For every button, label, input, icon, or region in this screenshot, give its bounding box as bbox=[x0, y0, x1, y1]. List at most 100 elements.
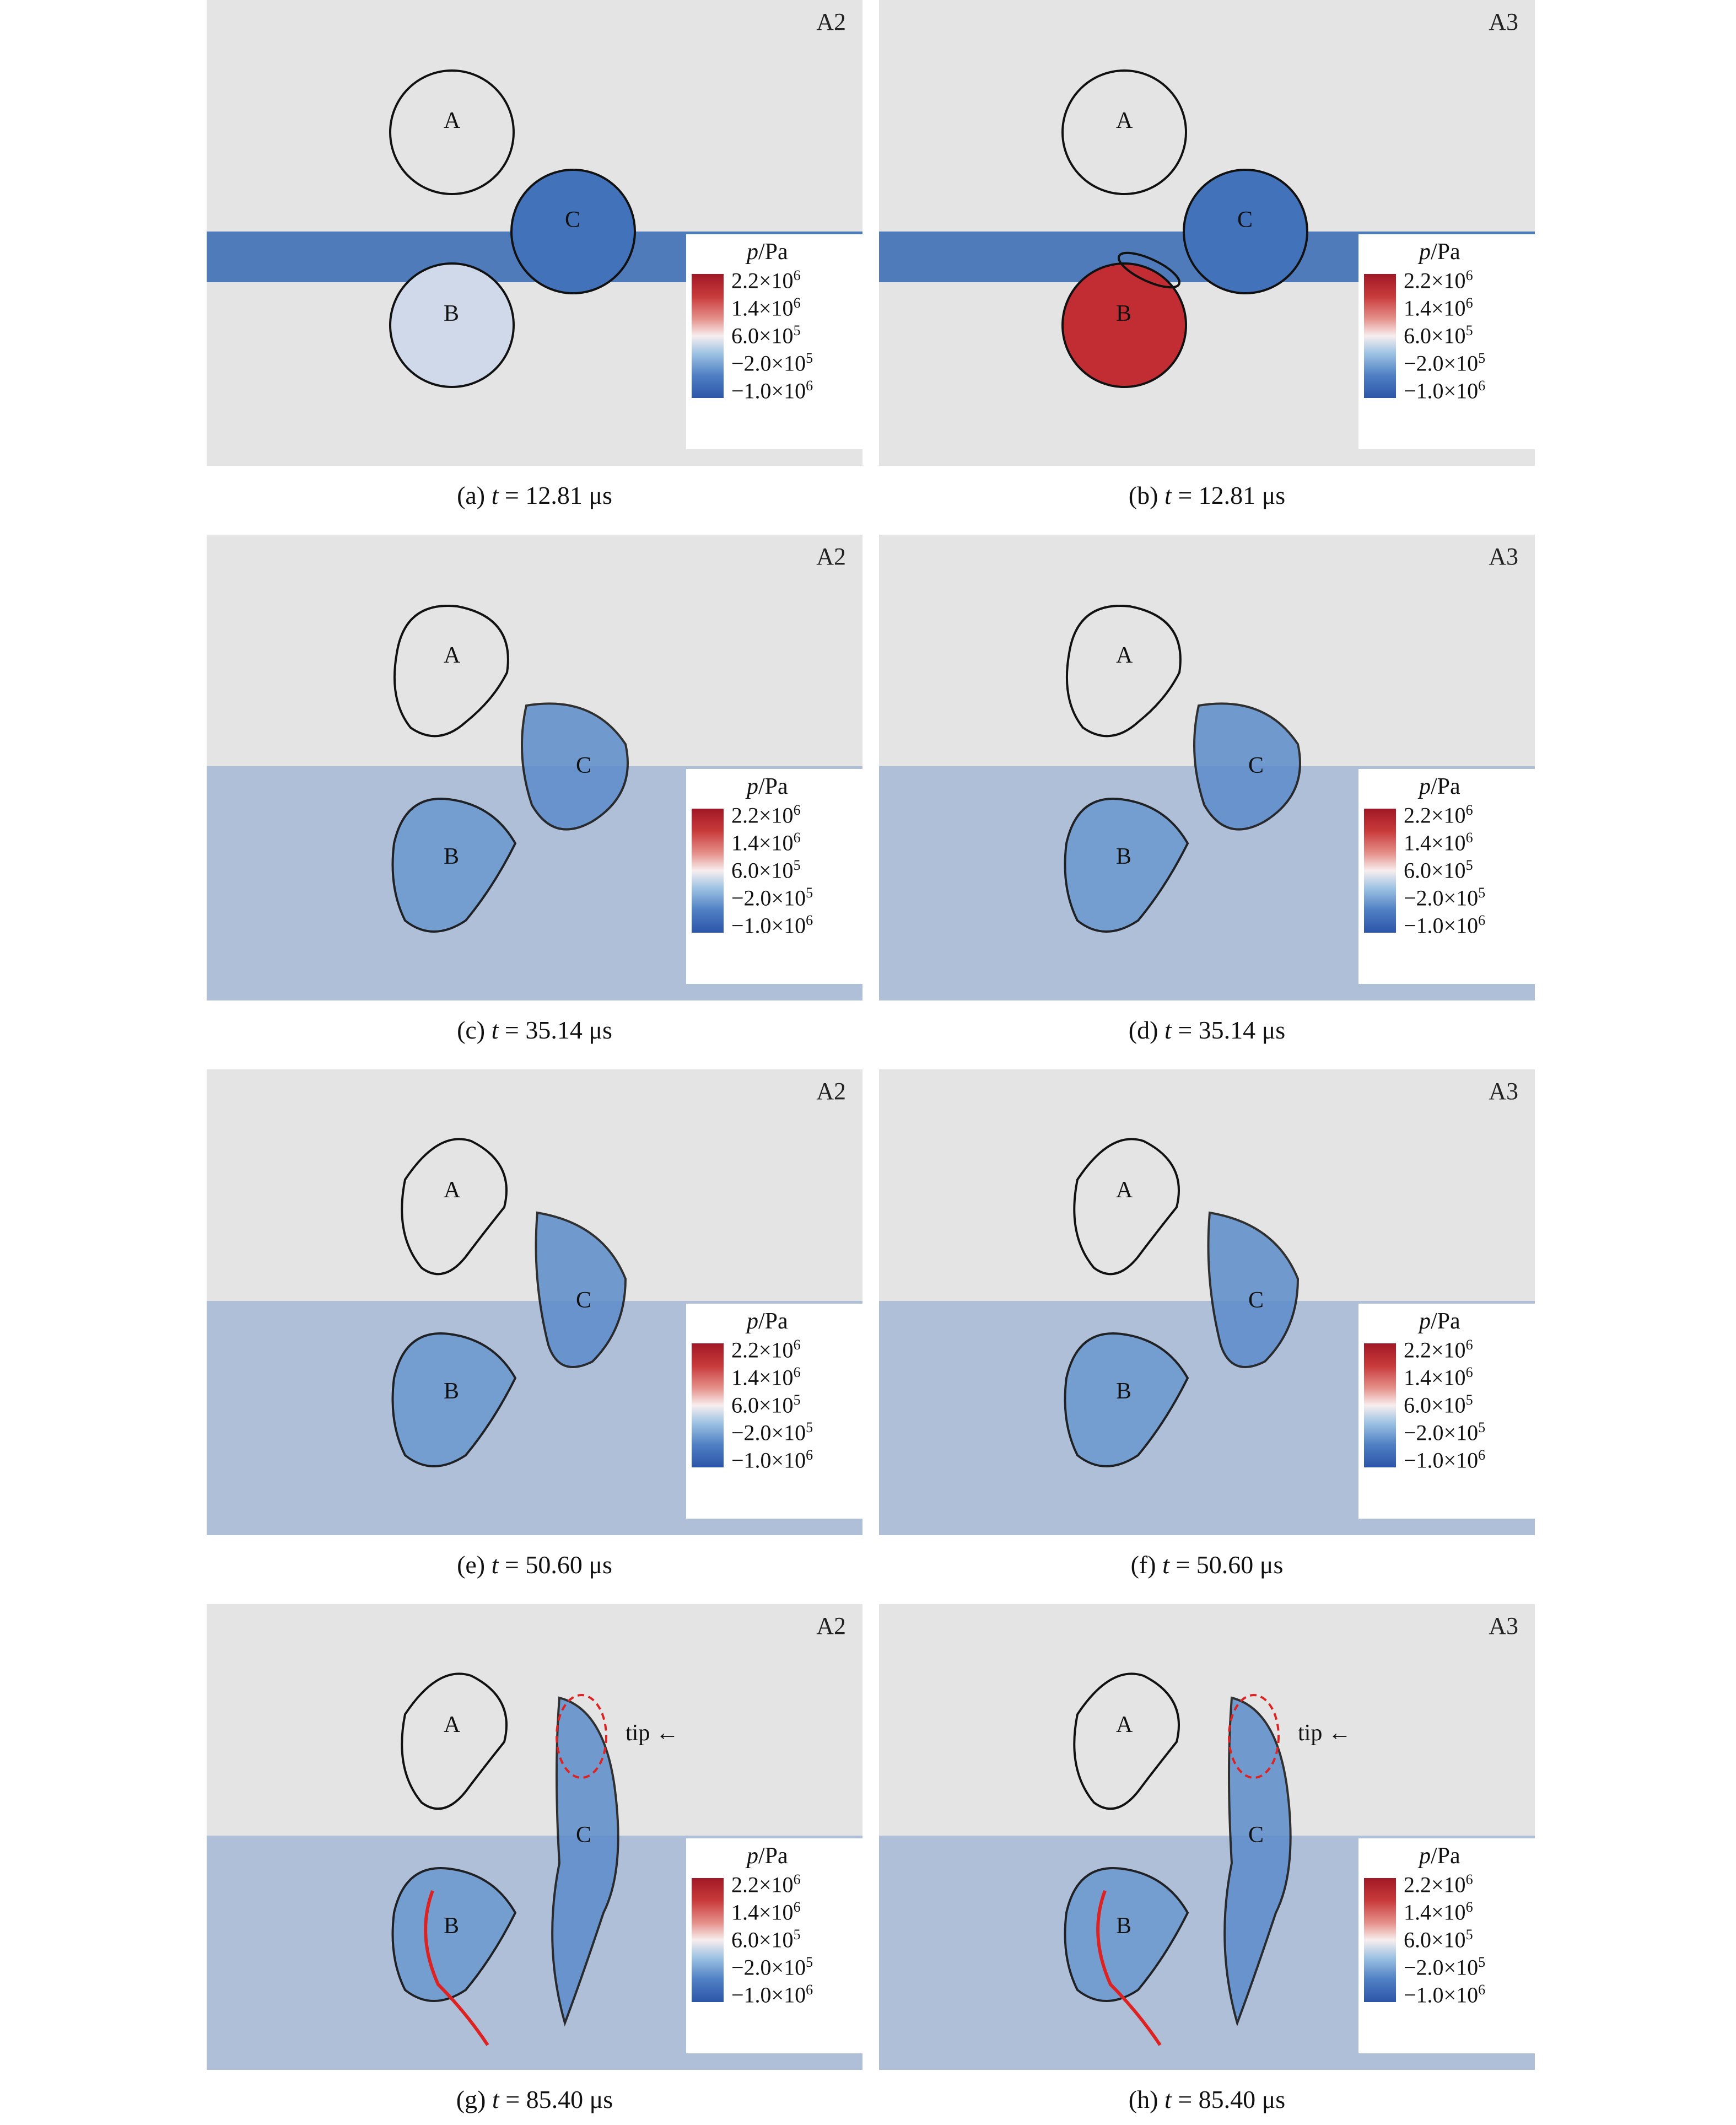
colorbar-tick: 2.2×106 bbox=[1404, 1337, 1473, 1363]
colorbar-gradient bbox=[1364, 1878, 1396, 2002]
colorbar-title: p/Pa bbox=[1419, 1308, 1460, 1335]
droplet-label-c: C bbox=[1237, 207, 1253, 233]
red-interface-line bbox=[424, 1890, 489, 2046]
droplet-label-b: B bbox=[1116, 844, 1132, 869]
colorbar-unit: /Pa bbox=[758, 774, 788, 799]
droplet-label-a: A bbox=[1116, 1712, 1133, 1737]
droplet-c bbox=[535, 1211, 627, 1368]
droplet-c bbox=[1207, 1211, 1300, 1368]
colorbar-var: p bbox=[747, 1843, 758, 1869]
droplet-label-b: B bbox=[1116, 301, 1132, 326]
colorbar-title: p/Pa bbox=[1419, 239, 1460, 265]
droplet-label-c: C bbox=[576, 1822, 592, 1848]
colorbar-title: p/Pa bbox=[1419, 773, 1460, 800]
droplet-label-a: A bbox=[1116, 643, 1133, 668]
tip-ellipse bbox=[1228, 1694, 1280, 1779]
colorbar-var: p bbox=[1419, 1309, 1431, 1334]
tip-ellipse bbox=[556, 1694, 607, 1779]
colorbar-unit: /Pa bbox=[758, 1309, 788, 1334]
droplet-c bbox=[551, 1696, 619, 2027]
colorbar-tick: 6.0×105 bbox=[1404, 1927, 1473, 1952]
droplet-label-b: B bbox=[444, 844, 460, 869]
droplet-label-c: C bbox=[576, 753, 592, 778]
panel-caption: (e) t = 50.60 μs bbox=[457, 1551, 612, 1579]
colorbar-var: p bbox=[747, 239, 758, 265]
droplet-c bbox=[1183, 169, 1308, 294]
colorbar-tick: 2.2×106 bbox=[731, 1871, 801, 1897]
droplet-label-b: B bbox=[444, 1913, 460, 1939]
colorbar-var: p bbox=[1419, 1843, 1431, 1869]
panel-caption: (d) t = 35.14 μs bbox=[1128, 1016, 1286, 1044]
case-label: A3 bbox=[1489, 8, 1518, 35]
droplet-label-b: B bbox=[1116, 1379, 1132, 1404]
colorbar-tick: −1.0×106 bbox=[1404, 912, 1486, 938]
colorbar-tick: −2.0×105 bbox=[731, 1954, 813, 1980]
colorbar-tick: 1.4×106 bbox=[1404, 1899, 1473, 1925]
case-label: A2 bbox=[816, 543, 846, 570]
colorbar-legend: p/Pa 2.2×106 1.4×106 6.0×105 −2.0×105 −1.0×10… bbox=[1358, 769, 1535, 984]
colorbar-tick: −1.0×106 bbox=[731, 912, 813, 938]
colorbar-tick: 1.4×106 bbox=[1404, 295, 1473, 321]
droplet-b bbox=[391, 798, 517, 933]
colorbar-tick: 2.2×106 bbox=[731, 1337, 801, 1363]
colorbar-tick: 1.4×106 bbox=[731, 295, 801, 321]
case-label: A3 bbox=[1489, 1078, 1518, 1105]
tip-annotation: tip ← bbox=[1298, 1720, 1351, 1746]
droplet-label-c: C bbox=[576, 1288, 592, 1313]
colorbar-tick: −1.0×106 bbox=[731, 378, 813, 404]
colorbar-unit: /Pa bbox=[1431, 774, 1460, 799]
colorbar-tick: −2.0×105 bbox=[731, 1419, 813, 1445]
colorbar-gradient bbox=[692, 1343, 724, 1467]
colorbar-tick: 1.4×106 bbox=[1404, 1364, 1473, 1390]
colorbar-tick: −1.0×106 bbox=[1404, 1982, 1486, 2008]
colorbar-tick: 2.2×106 bbox=[1404, 1871, 1473, 1897]
colorbar-tick: 6.0×105 bbox=[731, 1927, 801, 1952]
droplet-b bbox=[389, 262, 515, 388]
red-interface-line bbox=[1096, 1890, 1162, 2046]
colorbar-gradient bbox=[1364, 1343, 1396, 1467]
droplet-label-a: A bbox=[1116, 1177, 1133, 1203]
colorbar-legend: p/Pa 2.2×106 1.4×106 6.0×105 −2.0×105 −1.0×10… bbox=[686, 1304, 862, 1519]
colorbar-gradient bbox=[692, 809, 724, 933]
droplet-c bbox=[510, 169, 636, 294]
colorbar-unit: /Pa bbox=[1431, 1843, 1460, 1869]
droplet-label-a: A bbox=[1116, 108, 1133, 133]
droplet-label-c: C bbox=[1248, 1822, 1264, 1848]
colorbar-legend: p/Pa 2.2×106 1.4×106 6.0×105 −2.0×105 −1.0×10… bbox=[686, 769, 862, 984]
case-label: A2 bbox=[816, 8, 846, 35]
tip-annotation: tip ← bbox=[626, 1720, 679, 1746]
colorbar-tick: 6.0×105 bbox=[731, 857, 801, 883]
droplet-label-b: B bbox=[444, 1379, 460, 1404]
droplet-c bbox=[1193, 702, 1301, 831]
colorbar-title: p/Pa bbox=[747, 1308, 788, 1335]
droplet-b bbox=[1064, 798, 1189, 933]
panel-caption: (h) t = 85.40 μs bbox=[1128, 2085, 1286, 2113]
colorbar-title: p/Pa bbox=[747, 239, 788, 265]
droplet-label-c: C bbox=[1248, 1288, 1264, 1313]
colorbar-tick: −2.0×105 bbox=[1404, 885, 1486, 911]
colorbar-tick: 6.0×105 bbox=[1404, 857, 1473, 883]
droplet-b bbox=[1061, 262, 1187, 388]
colorbar-tick: −2.0×105 bbox=[731, 350, 813, 376]
colorbar-tick: 1.4×106 bbox=[731, 1364, 801, 1390]
droplet-b bbox=[391, 1332, 517, 1467]
panel-caption: (b) t = 12.81 μs bbox=[1128, 481, 1286, 509]
colorbar-tick: 1.4×106 bbox=[731, 830, 801, 856]
colorbar-tick: −2.0×105 bbox=[731, 885, 813, 911]
case-label: A3 bbox=[1489, 543, 1518, 570]
colorbar-tick: −1.0×106 bbox=[731, 1982, 813, 2008]
colorbar-tick: −2.0×105 bbox=[1404, 1954, 1486, 1980]
colorbar-gradient bbox=[692, 274, 724, 398]
colorbar-unit: /Pa bbox=[758, 1843, 788, 1869]
colorbar-legend: p/Pa 2.2×106 1.4×106 6.0×105 −2.0×105 −1.0×10… bbox=[686, 1838, 862, 2053]
